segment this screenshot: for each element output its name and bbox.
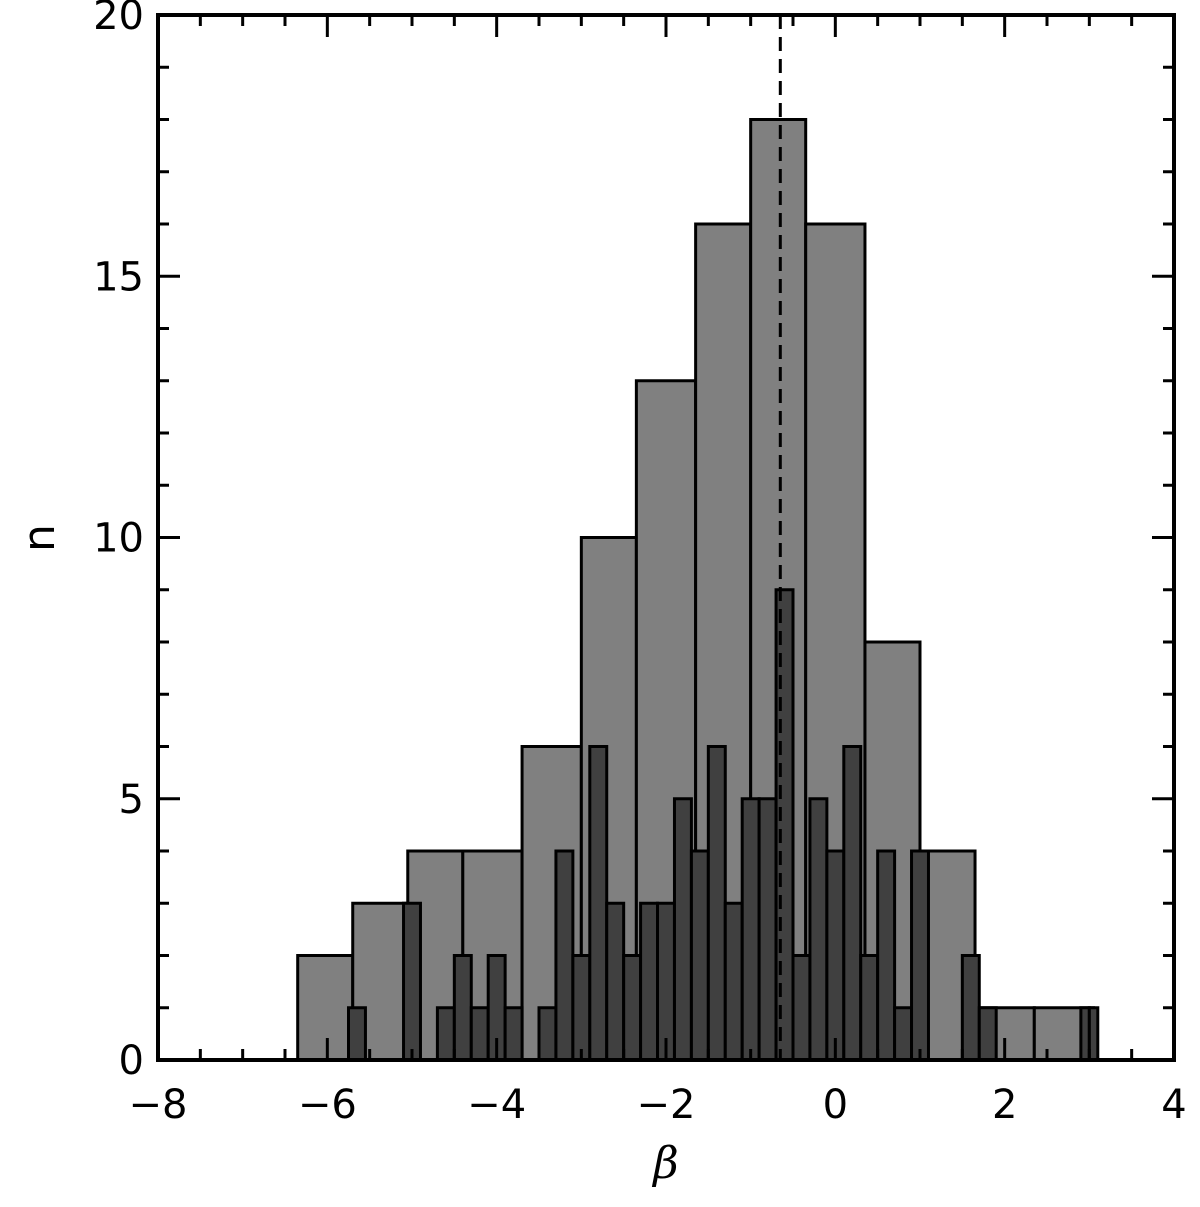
- histogram-bar: [503, 1006, 524, 1062]
- histogram-bar: [977, 1006, 998, 1062]
- tick-labels-layer: −8 −6 −4 −2 0 2 4 0 5 10 15 20: [93, 0, 1187, 1128]
- histogram-bar: [571, 954, 592, 1062]
- x-tick-label: 2: [992, 1082, 1017, 1128]
- x-tick-label: −4: [467, 1082, 526, 1128]
- histogram-bar: [689, 849, 710, 1062]
- histogram-bar: [469, 1006, 490, 1062]
- x-tick-label: 0: [823, 1082, 848, 1128]
- histogram-bar: [706, 745, 727, 1062]
- histogram-bar: [402, 901, 422, 1062]
- histogram-bar: [296, 954, 355, 1062]
- histogram-bar: [588, 745, 609, 1062]
- y-tick-label: 0: [119, 1038, 144, 1084]
- histogram-bar: [910, 849, 930, 1062]
- histogram-bar: [656, 901, 676, 1062]
- histogram-bar: [435, 1006, 456, 1062]
- ticks-layer: [156, 13, 1176, 1062]
- x-tick-label: −8: [129, 1082, 188, 1128]
- histogram-bar: [554, 849, 575, 1062]
- y-tick-label: 10: [93, 516, 144, 562]
- histogram-bar: [639, 901, 660, 1062]
- histogram-bar: [808, 797, 829, 1062]
- histogram-bar: [842, 745, 863, 1062]
- histogram-bar: [960, 954, 981, 1062]
- x-tick-label: 4: [1161, 1082, 1186, 1128]
- histogram-bar: [757, 797, 778, 1062]
- x-axis-title: β: [651, 1138, 678, 1189]
- x-tick-label: −6: [298, 1082, 357, 1128]
- histogram-bar: [774, 588, 795, 1062]
- x-tick-label: −2: [637, 1082, 696, 1128]
- histogram-bar: [622, 954, 643, 1062]
- y-tick-label: 20: [93, 0, 144, 39]
- histogram-bar: [347, 1006, 367, 1062]
- series-1: [347, 588, 1100, 1062]
- histogram-bar: [791, 954, 812, 1062]
- y-tick-label: 5: [119, 777, 144, 823]
- histogram-bar: [893, 1006, 914, 1062]
- histogram-bar: [876, 849, 897, 1062]
- histogram-bar: [672, 797, 693, 1062]
- histogram-bar: [723, 901, 744, 1062]
- histogram-bar: [740, 797, 761, 1062]
- histogram-bar: [605, 901, 626, 1062]
- histogram-bar: [537, 1006, 558, 1062]
- histogram-bar: [859, 954, 880, 1062]
- y-axis-title: n: [14, 524, 65, 552]
- histogram-bar: [825, 849, 846, 1062]
- histogram-bar: [452, 954, 473, 1062]
- y-tick-label: 15: [93, 254, 144, 300]
- bars-layer: [296, 118, 1100, 1062]
